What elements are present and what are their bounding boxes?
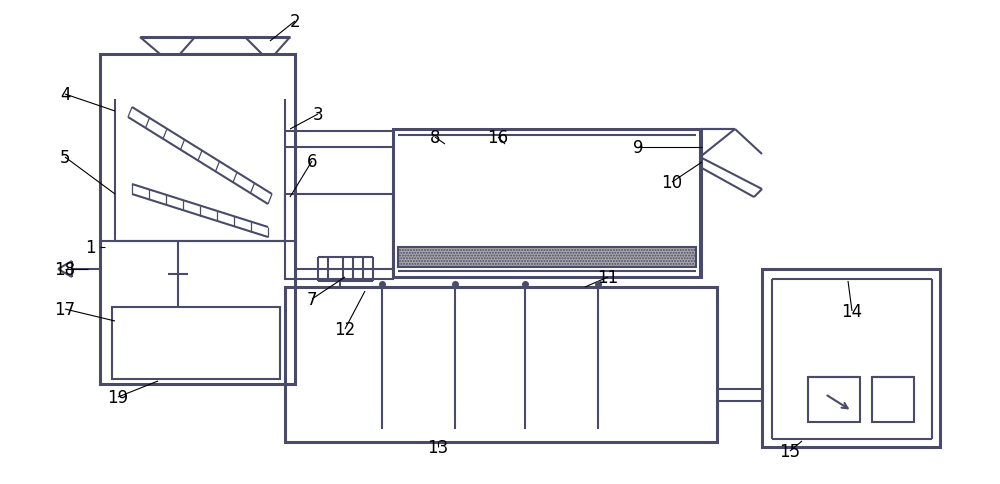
Bar bbox=[112, 307, 280, 379]
Text: 9: 9 bbox=[633, 139, 643, 157]
Bar bbox=[285, 287, 717, 442]
Text: 7: 7 bbox=[307, 290, 317, 308]
Text: 5: 5 bbox=[60, 149, 70, 166]
Text: 12: 12 bbox=[334, 320, 356, 338]
Text: 14: 14 bbox=[841, 302, 863, 320]
Bar bbox=[762, 270, 940, 447]
Text: 2: 2 bbox=[290, 13, 300, 31]
Bar bbox=[808, 377, 860, 422]
Bar bbox=[393, 130, 701, 277]
Text: 15: 15 bbox=[779, 442, 801, 460]
Text: 17: 17 bbox=[54, 301, 76, 318]
Text: 18: 18 bbox=[54, 260, 76, 278]
Text: 16: 16 bbox=[487, 129, 509, 147]
Bar bbox=[398, 247, 696, 268]
Text: 8: 8 bbox=[430, 129, 440, 147]
Bar bbox=[100, 55, 295, 384]
Text: 10: 10 bbox=[661, 174, 683, 192]
Bar bbox=[872, 377, 914, 422]
Text: 11: 11 bbox=[597, 269, 619, 287]
Text: 4: 4 bbox=[60, 86, 70, 104]
Text: 19: 19 bbox=[107, 388, 129, 406]
Text: 3: 3 bbox=[313, 106, 323, 124]
Text: 6: 6 bbox=[307, 152, 317, 171]
Bar bbox=[285, 195, 393, 279]
Text: 1: 1 bbox=[85, 239, 95, 257]
Text: 13: 13 bbox=[427, 438, 449, 456]
